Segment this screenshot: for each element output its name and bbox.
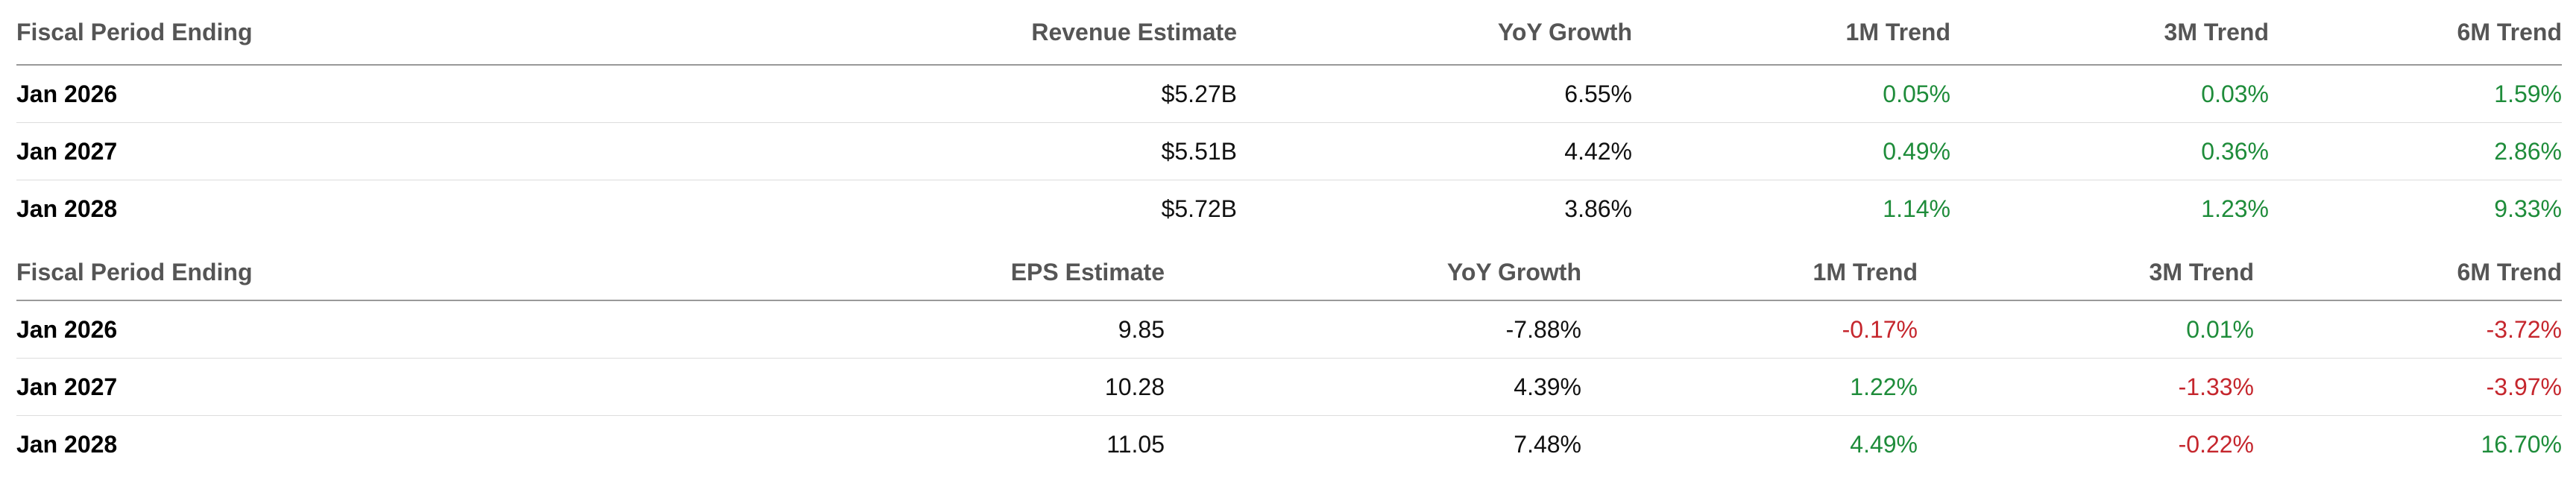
column-header: Fiscal Period Ending <box>16 0 538 66</box>
period-cell: Jan 2026 <box>16 65 538 123</box>
value-cell: 0.01% <box>1918 300 2254 359</box>
data-row: Jan 2026 $5.27B 6.55% 0.05% 0.03% 1.59% <box>16 65 2562 123</box>
value-cell: 0.36% <box>1950 122 2269 180</box>
column-header: Revenue Estimate <box>538 0 1237 66</box>
value-cell: -1.33% <box>1918 358 2254 416</box>
column-header: 3M Trend <box>1950 0 2269 66</box>
value-cell: 1.59% <box>2269 65 2562 123</box>
value-cell: 3.86% <box>1564 195 1632 222</box>
value-cell: 9.33% <box>2494 195 2562 222</box>
value-cell: -3.97% <box>2254 358 2562 416</box>
period-cell: Jan 2028 <box>16 430 118 458</box>
value-cell: 11.05 <box>1106 430 1165 458</box>
column-header: Fiscal Period Ending <box>16 245 538 301</box>
column-header: EPS Estimate <box>538 245 1165 301</box>
value-cell: 1.23% <box>2201 195 2269 222</box>
period-cell: Jan 2027 <box>16 358 538 416</box>
value-cell: 16.70% <box>2481 430 2562 458</box>
data-row: Jan 2026 9.85 -7.88% -0.17% 0.01% -3.72% <box>16 300 2562 359</box>
data-row: Jan 2027 10.28 4.39% 1.22% -1.33% -3.97% <box>16 358 2562 416</box>
estimates: Fiscal Period Ending Revenue Estimate YoY … <box>16 0 2562 473</box>
value-cell: $5.72B <box>1161 195 1237 222</box>
data-row: Jan 2027 $5.51B 4.42% 0.49% 0.36% 2.86% <box>16 122 2562 180</box>
value-cell: -0.22% <box>2178 430 2254 458</box>
column-header: YoY Growth <box>1165 245 1581 301</box>
period-cell: Jan 2028 <box>16 195 118 222</box>
data-row: Jan 2028 11.05 7.48% 4.49% -0.22% 16.70% <box>16 416 2562 473</box>
estimate-table: Fiscal Period Ending EPS Estimate YoY Grow… <box>16 245 2562 473</box>
value-cell: -3.72% <box>2254 300 2562 359</box>
value-cell: $5.27B <box>538 65 1237 123</box>
data-row: Jan 2028 $5.72B 3.86% 1.14% 1.23% 9.33% <box>16 180 2562 238</box>
value-cell: 0.05% <box>1632 65 1950 123</box>
value-cell: 0.49% <box>1632 122 1950 180</box>
value-cell: 7.48% <box>1514 430 1581 458</box>
period-cell: Jan 2026 <box>16 300 538 359</box>
period-cell: Jan 2027 <box>16 122 538 180</box>
column-header: YoY Growth <box>1237 0 1632 66</box>
value-cell: 1.22% <box>1581 358 1918 416</box>
value-cell: 4.49% <box>1850 430 1918 458</box>
value-cell: 2.86% <box>2269 122 2562 180</box>
header-row: Fiscal Period Ending Revenue Estimate YoY … <box>16 0 2562 66</box>
value-cell: 1.14% <box>1883 195 1950 222</box>
column-header: 6M Trend <box>2269 0 2562 66</box>
value-cell: 6.55% <box>1237 65 1632 123</box>
estimate-table: Fiscal Period Ending Revenue Estimate YoY … <box>16 0 2562 237</box>
value-cell: 9.85 <box>538 300 1165 359</box>
value-cell: -0.17% <box>1581 300 1918 359</box>
value-cell: 0.03% <box>1950 65 2269 123</box>
column-header: 6M Trend <box>2254 245 2562 301</box>
column-header: 1M Trend <box>1632 0 1950 66</box>
column-header: 3M Trend <box>1918 245 2254 301</box>
value-cell: 4.39% <box>1165 358 1581 416</box>
value-cell: $5.51B <box>538 122 1237 180</box>
value-cell: 4.42% <box>1237 122 1632 180</box>
value-cell: 10.28 <box>538 358 1165 416</box>
header-row: Fiscal Period Ending EPS Estimate YoY Grow… <box>16 245 2562 301</box>
column-header: 1M Trend <box>1581 245 1918 301</box>
value-cell: -7.88% <box>1165 300 1581 359</box>
